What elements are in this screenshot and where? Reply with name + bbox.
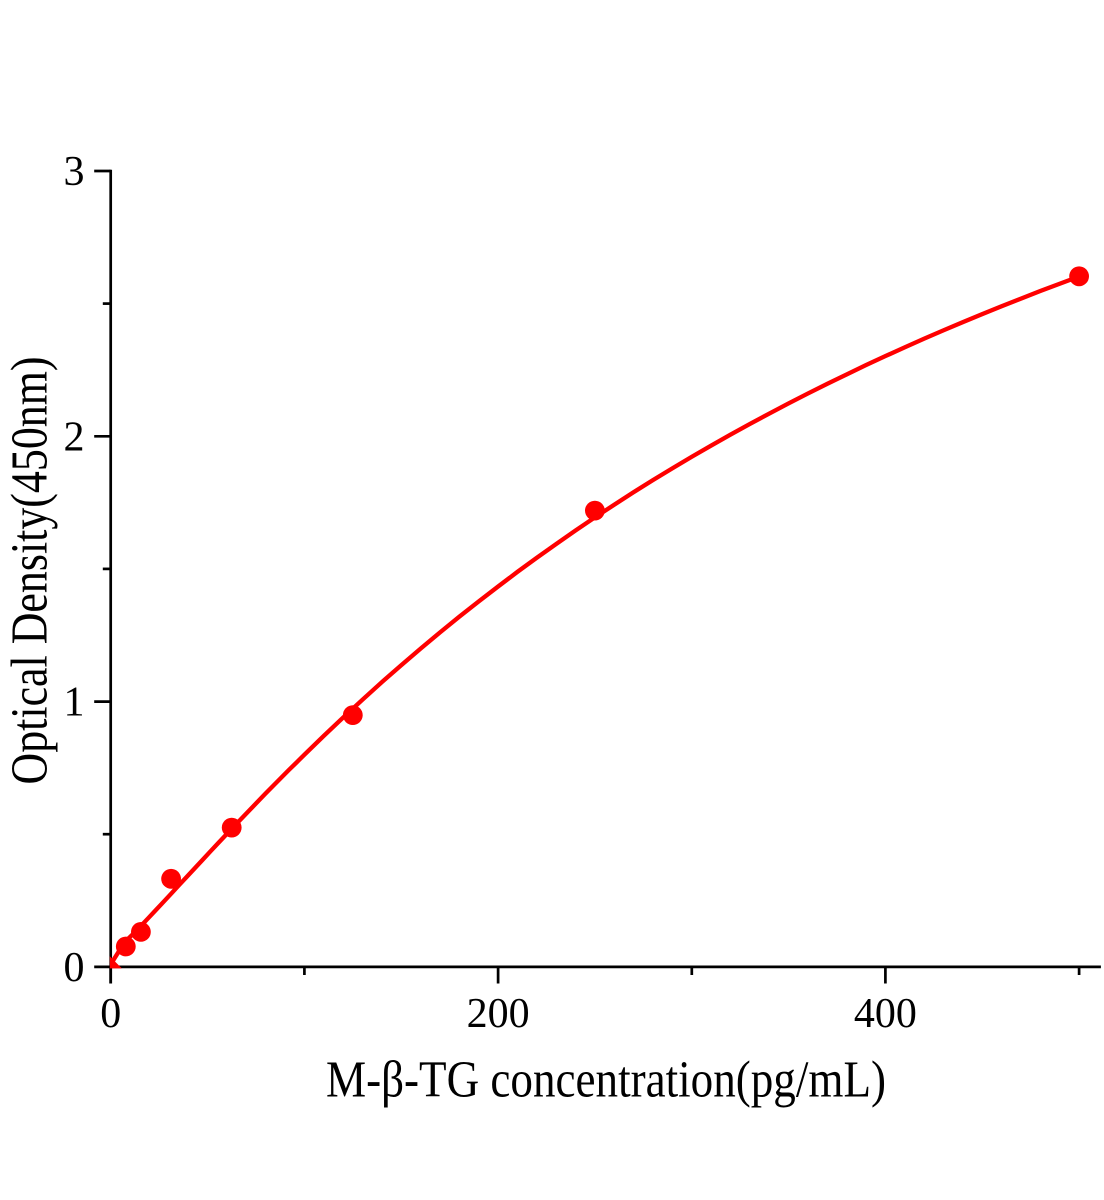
svg-text:200: 200 xyxy=(467,991,530,1037)
svg-text:M-β-TG concentration(pg/mL): M-β-TG concentration(pg/mL) xyxy=(326,1052,886,1109)
svg-text:1: 1 xyxy=(64,680,85,726)
svg-text:400: 400 xyxy=(854,991,917,1037)
svg-text:Optical Density(450nm): Optical Density(450nm) xyxy=(2,357,59,785)
svg-text:0: 0 xyxy=(64,945,85,991)
svg-text:3: 3 xyxy=(64,149,85,195)
svg-text:0: 0 xyxy=(100,991,121,1037)
svg-text:2: 2 xyxy=(64,414,85,460)
